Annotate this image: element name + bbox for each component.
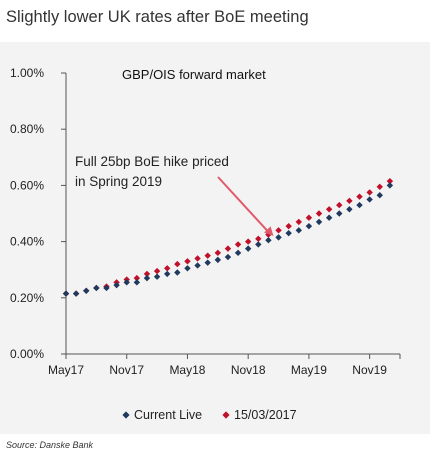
data-point — [153, 273, 161, 280]
y-tick-label: 0.60% — [10, 178, 44, 192]
data-point — [315, 210, 323, 217]
data-point — [143, 274, 151, 282]
data-point — [234, 249, 242, 257]
legend-label: Current Live — [134, 408, 202, 422]
data-point — [325, 214, 333, 221]
data-point — [83, 287, 90, 294]
y-tick-label: 1.00% — [10, 66, 44, 80]
data-point — [244, 245, 252, 252]
data-point — [386, 182, 394, 189]
legend: Current Live 15/03/2017 — [122, 408, 297, 422]
data-point — [376, 192, 383, 199]
data-point — [366, 196, 373, 203]
legend-marker — [122, 411, 130, 419]
x-tick-label: Nov17 — [109, 363, 144, 377]
data-point — [204, 252, 211, 259]
data-point — [184, 258, 191, 265]
data-point — [305, 214, 313, 221]
data-point — [133, 279, 141, 286]
data-point — [164, 265, 171, 272]
chart-svg: GBP/OIS forward market Full 25bp BoE hik… — [10, 66, 401, 422]
data-point — [255, 235, 262, 242]
x-tick-label: May17 — [48, 363, 84, 377]
x-tick-label: Nov18 — [231, 363, 266, 377]
data-point — [285, 222, 292, 230]
data-point — [214, 256, 222, 264]
x-tick-label: May18 — [169, 363, 205, 377]
legend-marker — [222, 411, 230, 419]
annotation-line: in Spring 2019 — [75, 174, 162, 189]
data-point — [62, 290, 70, 297]
data-point — [356, 193, 363, 200]
data-point — [275, 227, 282, 234]
data-point — [295, 227, 302, 234]
axes: 0.00% 0.20% 0.40% 0.60% 0.80% 1.00% May17 Nov17… — [10, 66, 401, 377]
data-point — [325, 206, 333, 213]
data-point — [244, 238, 252, 245]
data-point — [356, 201, 363, 209]
data-point — [93, 284, 100, 292]
annotation-arrow-line — [217, 176, 269, 232]
series-group — [62, 177, 394, 297]
data-point — [265, 236, 272, 244]
y-tick-label: 0.80% — [10, 122, 44, 136]
data-point — [174, 269, 181, 276]
annotation-arrowhead — [264, 226, 274, 236]
data-point — [234, 241, 242, 248]
legend-label: 15/03/2017 — [234, 408, 297, 422]
annotation-line: Full 25bp BoE hike priced — [75, 154, 229, 169]
data-point — [285, 229, 292, 237]
data-point — [224, 245, 232, 252]
x-tick-label: May19 — [291, 363, 327, 377]
data-point — [305, 222, 313, 230]
data-point — [376, 183, 383, 191]
data-point — [143, 270, 151, 278]
data-point — [184, 265, 191, 272]
series-15-03-2017 — [62, 177, 394, 297]
data-point — [174, 260, 181, 268]
data-point — [275, 234, 282, 241]
y-tick-label: 0.00% — [10, 347, 44, 361]
data-point — [366, 189, 373, 196]
annotation: Full 25bp BoE hike priced in Spring 2019 — [75, 154, 229, 189]
data-point — [255, 241, 262, 248]
data-point — [194, 255, 201, 262]
y-tick-label: 0.40% — [10, 235, 44, 249]
data-point — [214, 249, 222, 257]
data-point — [224, 253, 232, 261]
data-point — [164, 270, 171, 278]
data-point — [194, 262, 201, 269]
data-point — [153, 267, 161, 275]
chart-title: GBP/OIS forward market — [122, 67, 266, 82]
data-point — [346, 206, 353, 213]
data-point — [336, 210, 343, 217]
data-point — [315, 218, 323, 226]
data-point — [346, 197, 353, 205]
x-tick-label: Nov19 — [352, 363, 387, 377]
page-title: Slightly lower UK rates after BoE meetin… — [6, 8, 309, 26]
data-point — [72, 290, 80, 297]
data-point — [204, 259, 211, 266]
source-note: Source: Danske Bank — [6, 440, 94, 450]
data-point — [336, 201, 343, 209]
series-current-live — [62, 182, 394, 297]
data-point — [386, 177, 394, 185]
data-point — [295, 218, 302, 226]
chart-panel: GBP/OIS forward market Full 25bp BoE hik… — [0, 42, 430, 434]
data-point — [133, 274, 141, 282]
y-tick-label: 0.20% — [10, 291, 44, 305]
